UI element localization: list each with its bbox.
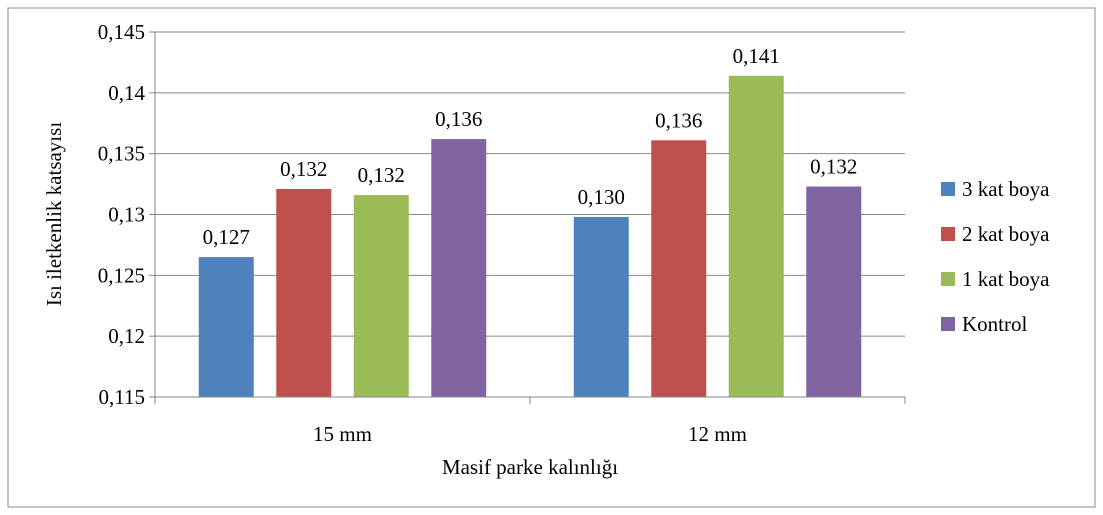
bar — [651, 140, 707, 398]
data-label: 0,132 — [280, 157, 327, 181]
bar — [198, 257, 254, 397]
legend-label: 3 kat boya — [962, 177, 1050, 201]
bar — [353, 195, 409, 397]
legend-swatch — [941, 317, 955, 331]
legend: 3 kat boya 2 kat boya 1 kat boya Kontrol — [941, 177, 1050, 336]
data-label: 0,141 — [733, 44, 780, 68]
data-label: 0,136 — [435, 107, 482, 131]
y-tick-label: 0,135 — [98, 142, 145, 166]
bar — [276, 188, 332, 397]
y-tick-label: 0,12 — [108, 324, 145, 348]
x-tick-label: 15 mm — [313, 422, 372, 446]
legend-swatch — [941, 272, 955, 286]
bar — [431, 139, 487, 398]
bars — [198, 75, 862, 398]
legend-label: Kontrol — [962, 312, 1027, 336]
y-tick-label: 0,145 — [98, 20, 145, 44]
bar — [573, 216, 629, 397]
y-tick-label: 0,13 — [108, 203, 145, 227]
data-label: 0,127 — [203, 225, 250, 249]
legend-label: 2 kat boya — [962, 222, 1050, 246]
y-tick-labels: 0,115 0,12 0,125 0,13 0,135 0,14 0,145 — [98, 20, 146, 409]
x-tick-labels: 15 mm 12 mm — [154, 397, 906, 446]
y-axis-title: Isı iletkenlik katsayısı — [42, 122, 66, 306]
x-axis-title: Masif parke kalınlığı — [442, 455, 618, 479]
x-tick-label: 12 mm — [688, 422, 747, 446]
data-label: 0,132 — [810, 155, 857, 179]
bar — [728, 75, 784, 398]
chart-border — [7, 7, 1096, 508]
data-label: 0,136 — [655, 108, 702, 132]
data-labels: 0,127 0,130 0,132 0,136 0,132 0,141 0,136 0,132 — [203, 44, 858, 249]
data-label: 0,132 — [358, 163, 405, 187]
y-tick-label: 0,125 — [98, 263, 145, 287]
legend-swatch — [941, 182, 955, 196]
y-tick-label: 0,14 — [108, 81, 145, 105]
data-label: 0,130 — [578, 185, 625, 209]
bar — [806, 186, 862, 397]
legend-swatch — [941, 227, 955, 241]
legend-label: 1 kat boya — [962, 267, 1050, 291]
y-tick-label: 0,115 — [99, 385, 145, 409]
